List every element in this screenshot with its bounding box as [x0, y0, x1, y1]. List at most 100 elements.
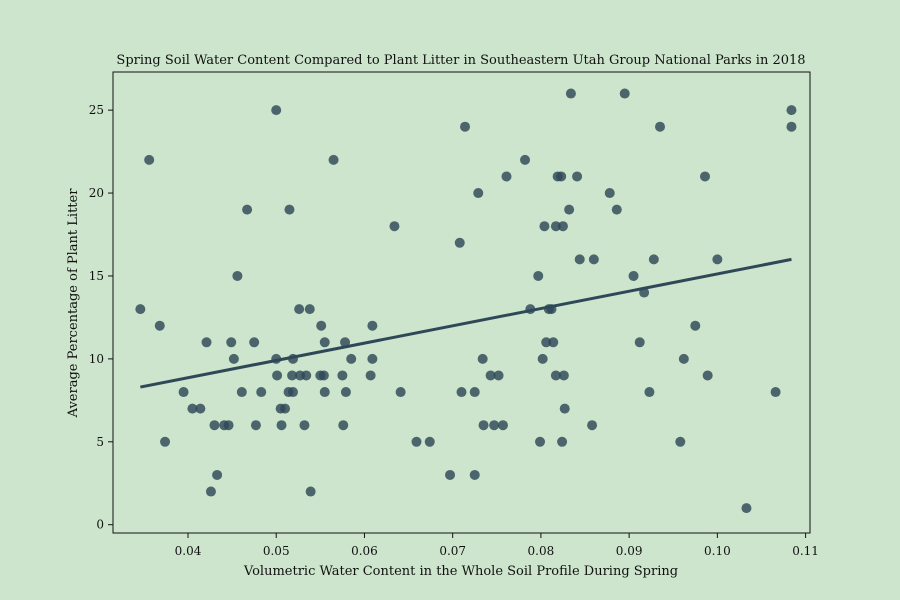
y-tick-label: 5	[96, 435, 104, 449]
data-point	[588, 254, 599, 265]
data-point	[201, 337, 212, 348]
data-point	[786, 121, 797, 132]
y-tick-label: 20	[89, 186, 104, 200]
data-point	[346, 353, 357, 364]
data-point	[497, 420, 508, 431]
data-point	[565, 88, 576, 99]
data-point	[304, 304, 315, 315]
data-point	[424, 436, 435, 447]
data-point	[367, 353, 378, 364]
data-point	[228, 353, 239, 364]
data-point	[299, 420, 310, 431]
data-points	[135, 88, 797, 514]
data-point	[712, 254, 723, 265]
data-point	[205, 486, 216, 497]
data-point	[587, 420, 598, 431]
data-point	[574, 254, 585, 265]
data-point	[411, 436, 422, 447]
x-axis-label: Volumetric Water Content in the Whole So…	[243, 564, 678, 579]
data-point	[628, 270, 639, 281]
data-point	[367, 320, 378, 331]
data-point	[305, 486, 316, 497]
data-point	[236, 387, 247, 398]
data-point	[242, 204, 253, 215]
data-point	[294, 304, 305, 315]
data-point	[489, 420, 500, 431]
data-point	[209, 420, 220, 431]
x-tick-label: 0.07	[439, 544, 466, 558]
data-point	[226, 337, 237, 348]
data-point	[485, 370, 496, 381]
data-point	[469, 469, 480, 480]
trend-line	[140, 257, 792, 389]
y-axis-label: Average Percentage of Plant Litter	[66, 188, 81, 419]
data-point	[454, 237, 465, 248]
y-axis: 0 5 10 15 20 25	[89, 103, 113, 532]
x-tick-label: 0.08	[528, 544, 555, 558]
data-point	[340, 337, 351, 348]
y-tick-label: 10	[89, 352, 104, 366]
data-point	[537, 353, 548, 364]
data-point	[770, 387, 781, 398]
data-point	[178, 387, 189, 398]
data-point	[559, 403, 570, 414]
data-point	[550, 370, 561, 381]
data-point	[786, 105, 797, 116]
x-tick-label: 0.10	[704, 544, 731, 558]
data-point	[256, 387, 267, 398]
data-point	[520, 154, 531, 165]
data-point	[611, 204, 622, 215]
data-point	[389, 221, 400, 232]
y-tick-label: 25	[89, 103, 104, 117]
data-point	[223, 420, 234, 431]
data-point	[557, 436, 568, 447]
data-point	[548, 337, 559, 348]
data-point	[557, 221, 568, 232]
x-tick-label: 0.06	[351, 544, 378, 558]
data-point	[535, 436, 546, 447]
data-point	[271, 105, 282, 116]
data-point	[301, 370, 312, 381]
x-tick-label: 0.09	[616, 544, 643, 558]
data-point	[564, 204, 575, 215]
data-point	[319, 337, 330, 348]
data-point	[195, 403, 206, 414]
data-point	[328, 154, 339, 165]
data-point	[316, 320, 327, 331]
data-point	[675, 436, 686, 447]
data-point	[678, 353, 689, 364]
data-point	[365, 370, 376, 381]
data-point	[160, 436, 171, 447]
data-point	[690, 320, 701, 331]
data-point	[493, 370, 504, 381]
data-point	[456, 387, 467, 398]
data-point	[533, 270, 544, 281]
data-point	[541, 337, 552, 348]
data-point	[648, 254, 659, 265]
data-point	[634, 337, 645, 348]
data-point	[212, 469, 223, 480]
data-point	[250, 420, 261, 431]
y-tick-label: 0	[96, 518, 104, 532]
data-point	[280, 403, 291, 414]
data-point	[232, 270, 243, 281]
data-point	[395, 387, 406, 398]
data-point	[501, 171, 512, 182]
data-point	[337, 370, 348, 381]
data-point	[558, 370, 569, 381]
data-point	[572, 171, 583, 182]
data-point	[154, 320, 165, 331]
data-point	[445, 469, 456, 480]
plot-frame	[112, 71, 811, 534]
data-point	[287, 370, 298, 381]
data-point	[473, 188, 484, 199]
data-point	[700, 171, 711, 182]
data-point	[338, 420, 349, 431]
data-point	[469, 387, 480, 398]
data-point	[340, 387, 351, 398]
data-point	[655, 121, 666, 132]
data-point	[619, 88, 630, 99]
data-point	[477, 353, 488, 364]
x-axis: 0.04 0.05 0.06 0.07 0.08 0.09 0.10 0.11	[175, 533, 819, 558]
x-tick-label: 0.04	[175, 544, 202, 558]
